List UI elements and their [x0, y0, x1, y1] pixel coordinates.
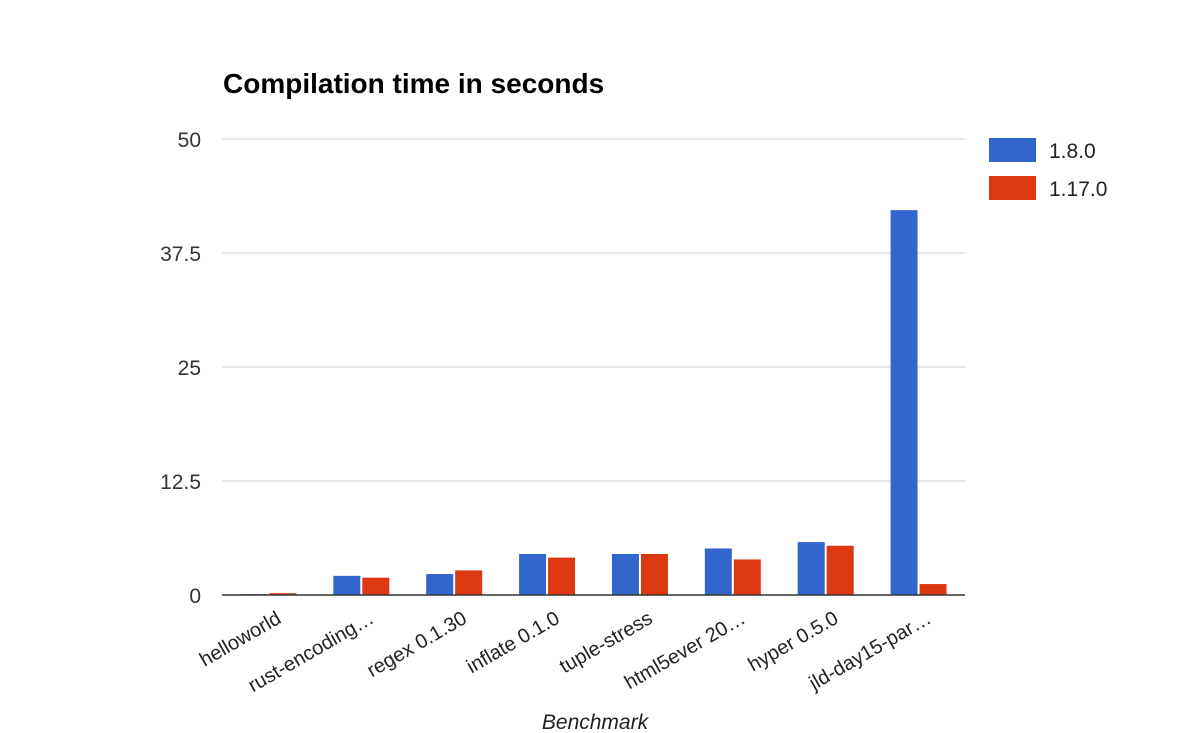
bar-series-2: [362, 577, 390, 595]
bars: [240, 210, 947, 596]
y-tick-label: 12.5: [160, 471, 201, 494]
y-tick-label: 0: [189, 585, 201, 608]
bar-series-2: [455, 570, 483, 595]
bar-series-2: [548, 557, 576, 595]
chart-title: Compilation time in seconds: [223, 68, 604, 99]
legend-label: 1.17.0: [1049, 178, 1107, 201]
legend: 1.8.0 1.17.0: [989, 138, 1107, 201]
bar-series-1: [426, 574, 454, 595]
bar-series-1: [333, 575, 361, 595]
x-tick-label: regex 0.1.30: [363, 607, 470, 682]
y-tick-label: 37.5: [160, 243, 201, 266]
bar-series-2: [733, 559, 761, 595]
legend-swatch: [989, 138, 1036, 162]
x-tick-label: inflate 0.1.0: [463, 607, 564, 678]
legend-label: 1.8.0: [1049, 140, 1096, 163]
bar-series-1: [611, 553, 639, 595]
bar-series-1: [797, 542, 825, 595]
bar-series-2: [826, 545, 854, 595]
bar-series-2: [640, 553, 668, 595]
gridlines: [222, 138, 965, 482]
bar-series-2: [269, 593, 297, 595]
y-tick-label: 50: [178, 129, 201, 152]
legend-swatch: [989, 176, 1036, 200]
bar-series-1: [890, 210, 918, 596]
bar-series-1: [704, 548, 732, 595]
y-axis-ticks: 0 12.5 25 37.5 50: [160, 129, 201, 608]
bar-series-1: [519, 553, 547, 595]
y-tick-label: 25: [178, 357, 201, 380]
x-axis-label: Benchmark: [542, 711, 650, 733]
bar-series-2: [919, 584, 947, 595]
